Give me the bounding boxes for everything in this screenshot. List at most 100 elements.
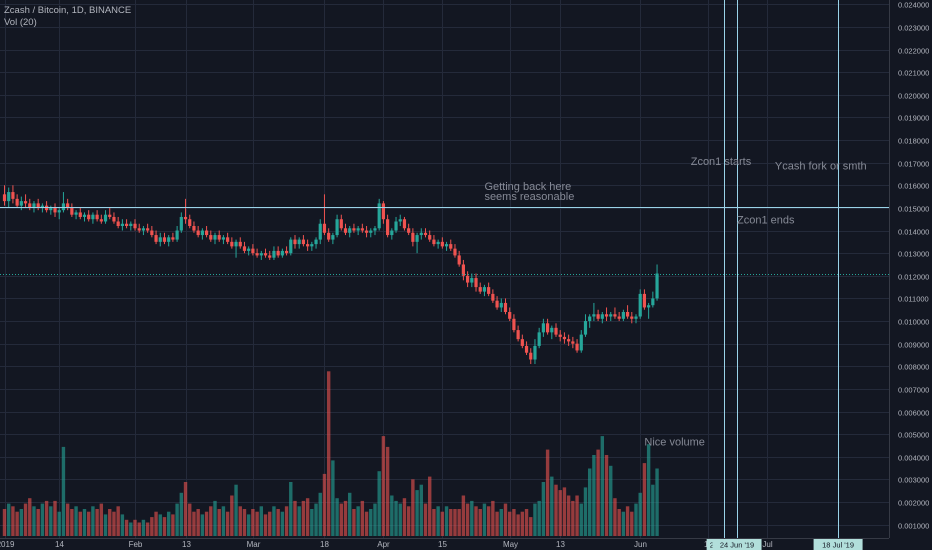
candle-body [571, 341, 575, 344]
y-tick-label: 0.001000 [898, 522, 929, 531]
annotation-text[interactable]: Nice volume [644, 436, 705, 448]
volume-bar [444, 506, 449, 536]
volume-bar [428, 476, 432, 536]
date-marker-label: 18 Jul '19 [822, 541, 854, 550]
volume-bar [65, 503, 70, 536]
volume-bar [141, 519, 146, 536]
candle-body [583, 321, 588, 335]
volume-bar [419, 484, 423, 536]
volume-bar [524, 509, 529, 536]
volume-bar [179, 492, 184, 536]
volume-bar [36, 509, 40, 536]
annotation-text[interactable]: Zcon1 starts [691, 156, 752, 168]
time-axis-panel[interactable] [0, 538, 889, 550]
annotation-text[interactable]: Ycash fork or smth [775, 160, 867, 172]
y-tick-label: 0.019000 [898, 114, 929, 123]
candle-body [482, 287, 487, 292]
candle-body [381, 203, 385, 220]
y-tick-label: 0.002000 [898, 499, 929, 508]
volume-bar [646, 444, 651, 536]
volume-bar [103, 514, 108, 536]
candle-body [32, 203, 36, 208]
volume-bar [495, 511, 499, 536]
volume-bar [120, 514, 125, 536]
candle-body [314, 239, 318, 245]
candle-body [567, 339, 571, 342]
candle-body [617, 316, 621, 319]
candle-body [19, 201, 23, 206]
volume-bar [145, 522, 150, 536]
volume-bar [188, 503, 192, 536]
candle-body [230, 241, 234, 247]
volume-bar [204, 511, 209, 536]
candle-body [457, 255, 461, 265]
candle-body [630, 316, 634, 319]
candle-body [247, 248, 251, 251]
date-marker-bg [712, 539, 762, 550]
volume-bar [289, 482, 293, 536]
volume-bar [348, 492, 352, 536]
candle-body [550, 327, 554, 333]
volume-bar [335, 498, 339, 536]
volume-bar [154, 511, 158, 536]
candle-body [66, 203, 70, 208]
candle-body [196, 230, 200, 236]
volume-bar [482, 503, 487, 536]
volume-bar [402, 498, 407, 536]
candle-body [423, 232, 428, 236]
y-tick-label: 0.023000 [898, 24, 929, 33]
annotation-text[interactable]: seems reasonable [484, 191, 574, 203]
volume-bar [78, 511, 82, 536]
volume-bar [503, 503, 508, 536]
y-tick-label: 0.007000 [898, 386, 929, 395]
volume-bar [49, 506, 53, 536]
candle-body [356, 228, 360, 231]
volume-bar [537, 500, 541, 536]
candle-body [95, 214, 99, 220]
volume-bar [162, 517, 167, 536]
volume-bar [381, 436, 386, 536]
candle-body [415, 235, 419, 242]
candle-body [99, 219, 103, 222]
annotation-text[interactable]: Getting back here [484, 181, 571, 193]
volume-bar [137, 522, 141, 536]
candle-body [625, 311, 630, 317]
candle-body [78, 212, 82, 217]
volume-bar [255, 511, 259, 536]
volume-bar [655, 468, 659, 536]
candle-body [15, 198, 19, 206]
candle-body [495, 300, 499, 308]
volume-bar [15, 511, 19, 536]
volume-bar [129, 522, 133, 536]
volume-bar [23, 503, 28, 536]
candle-body [554, 327, 558, 335]
candle-body [533, 345, 537, 360]
volume-bar [352, 509, 356, 536]
y-tick-label: 0.016000 [898, 182, 929, 191]
volume-bar [491, 500, 495, 536]
volume-bar [533, 503, 537, 536]
candle-body [478, 287, 482, 292]
volume-bar [566, 495, 571, 536]
candle-body [284, 250, 289, 254]
candle-body [369, 230, 373, 233]
volume-bar [196, 509, 200, 536]
candle-body [259, 253, 263, 256]
volume-bar [7, 503, 11, 536]
volume-bar [32, 506, 36, 536]
volume-bar [322, 473, 327, 536]
candle-body [226, 237, 230, 242]
price-axis-panel[interactable] [889, 0, 932, 550]
candle-body [331, 235, 335, 240]
candle-body [453, 248, 457, 256]
volume-bar [440, 511, 445, 536]
candle-body [411, 232, 415, 242]
y-tick-label: 0.022000 [898, 47, 929, 56]
candle-body [394, 221, 398, 231]
volume-bar [545, 449, 550, 536]
annotation-text[interactable]: Zcon1 ends [737, 215, 795, 227]
x-tick-label: May [503, 540, 518, 549]
volume-bar [592, 455, 596, 536]
